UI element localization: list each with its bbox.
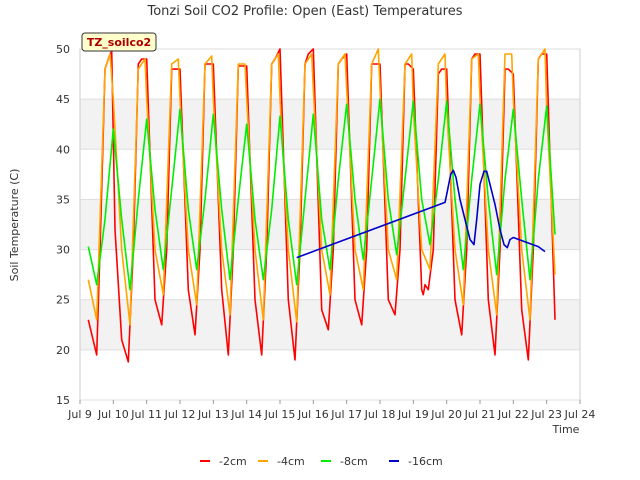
site-label-background — [81, 32, 157, 52]
chart-title: Tonzi Soil CO2 Profile: Open (East) Temp… — [146, 4, 462, 19]
x-tick-label-2: Jul 11 — [130, 408, 162, 421]
x-tick-label-5: Jul 14 — [230, 408, 262, 421]
legend: -2cm -4cm -8cm -16cm — [200, 455, 443, 468]
y-tick-label-0: 15 — [56, 394, 70, 407]
x-tick-label-11: Jul 20 — [430, 408, 462, 421]
site-label-text: TZ_soilco2 — [87, 36, 151, 49]
x-tick-label-9: Jul 18 — [364, 408, 396, 421]
x-tick-label-15: Jul 24 — [564, 408, 596, 421]
x-tick-label-8: Jul 17 — [330, 408, 362, 421]
legend-label-2: -8cm — [340, 455, 368, 468]
y-tick-label-1: 20 — [56, 344, 70, 357]
series-line-minus-8cm — [87, 98, 556, 291]
legend-item-2: -8cm — [321, 455, 368, 468]
x-tick-label-14: Jul 23 — [530, 408, 562, 421]
legend-label-3: -16cm — [408, 455, 443, 468]
site-label-box: TZ_soilco2 — [81, 32, 157, 52]
series-lines — [87, 48, 556, 363]
legend-label-0: -2cm — [219, 455, 247, 468]
x-tick-label-10: Jul 19 — [397, 408, 429, 421]
x-tick-label-12: Jul 21 — [464, 408, 496, 421]
x-tick-label-4: Jul 13 — [197, 408, 229, 421]
legend-item-0: -2cm — [200, 455, 247, 468]
x-tick-label-13: Jul 22 — [497, 408, 529, 421]
legend-item-1: -4cm — [258, 455, 305, 468]
x-tick-label-3: Jul 12 — [164, 408, 196, 421]
series-line-minus-4cm — [87, 48, 556, 326]
y-tick-label-3: 30 — [56, 244, 70, 257]
x-tick-label-6: Jul 15 — [264, 408, 296, 421]
band-2 — [80, 99, 580, 150]
y-tick-label-5: 40 — [56, 143, 70, 156]
x-tick-label-1: Jul 10 — [97, 408, 129, 421]
y-tick-label-7: 50 — [56, 43, 70, 56]
y-axis-ticks: 15 20 25 30 35 40 45 50 — [56, 43, 70, 407]
x-axis-ticks: Jul 9 Jul 10 Jul 11 Jul 12 Jul 13 Jul 14 Jul 1… — [67, 400, 595, 421]
series-line-minus-16cm — [296, 169, 546, 259]
legend-label-1: -4cm — [277, 455, 305, 468]
x-tick-label-0: Jul 9 — [67, 408, 92, 421]
legend-item-3: -16cm — [389, 455, 443, 468]
band-1 — [80, 199, 580, 250]
y-axis-label: Soil Temperature (C) — [8, 169, 21, 282]
y-tick-label-6: 45 — [56, 93, 70, 106]
y-tick-label-4: 35 — [56, 193, 70, 206]
x-axis-label: Time — [552, 423, 580, 436]
x-tick-label-7: Jul 16 — [297, 408, 329, 421]
y-tick-label-2: 25 — [56, 294, 70, 307]
